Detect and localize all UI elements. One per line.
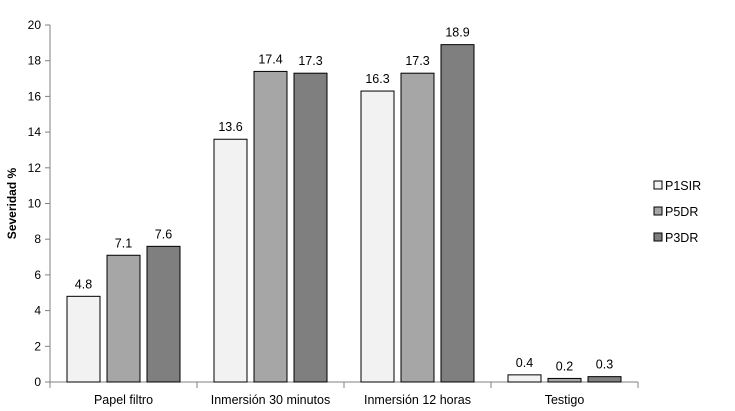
legend-label: P1SIR	[665, 179, 701, 193]
y-tick-label: 4	[34, 304, 41, 318]
y-tick-label: 10	[28, 197, 42, 211]
data-label: 4.8	[75, 277, 92, 291]
data-label: 0.4	[516, 356, 533, 370]
data-label: 7.6	[155, 227, 172, 241]
data-label: 13.6	[218, 120, 242, 134]
x-tick-label: Inmersión 12 horas	[364, 393, 471, 407]
bar	[106, 254, 141, 383]
bar	[213, 138, 248, 383]
bar	[253, 70, 288, 383]
data-label: 17.4	[258, 52, 282, 66]
bar	[440, 44, 475, 383]
x-tick-label: Inmersión 30 minutos	[211, 393, 331, 407]
y-tick-label: 8	[34, 232, 41, 246]
y-tick-label: 18	[28, 54, 42, 68]
x-tick-label: Papel filtro	[94, 393, 153, 407]
bar	[400, 72, 435, 383]
bar	[146, 245, 181, 383]
data-label: 16.3	[365, 72, 389, 86]
data-label: 18.9	[445, 26, 469, 40]
y-tick-label: 20	[28, 18, 42, 32]
bar	[507, 374, 542, 383]
y-tick-label: 12	[28, 161, 42, 175]
bar	[66, 295, 101, 383]
y-tick-label: 0	[34, 375, 41, 389]
data-label: 17.3	[405, 54, 429, 68]
x-tick-label: Testigo	[545, 393, 585, 407]
legend-swatch	[653, 206, 663, 216]
y-tick-label: 6	[34, 268, 41, 282]
y-tick-label: 14	[28, 125, 42, 139]
data-label: 0.3	[596, 358, 613, 372]
y-tick-label: 2	[34, 339, 41, 353]
data-label: 7.1	[115, 236, 132, 250]
bar	[293, 72, 328, 383]
y-axis-title: Severidad %	[5, 167, 19, 239]
legend-swatch	[653, 180, 663, 190]
y-tick-label: 16	[28, 89, 42, 103]
bar	[360, 90, 395, 383]
bar	[547, 377, 582, 383]
bar	[587, 376, 622, 383]
legend-swatch	[653, 232, 663, 242]
legend-label: P3DR	[665, 231, 698, 245]
data-label: 0.2	[556, 359, 573, 373]
legend-label: P5DR	[665, 205, 698, 219]
data-label: 17.3	[298, 54, 322, 68]
